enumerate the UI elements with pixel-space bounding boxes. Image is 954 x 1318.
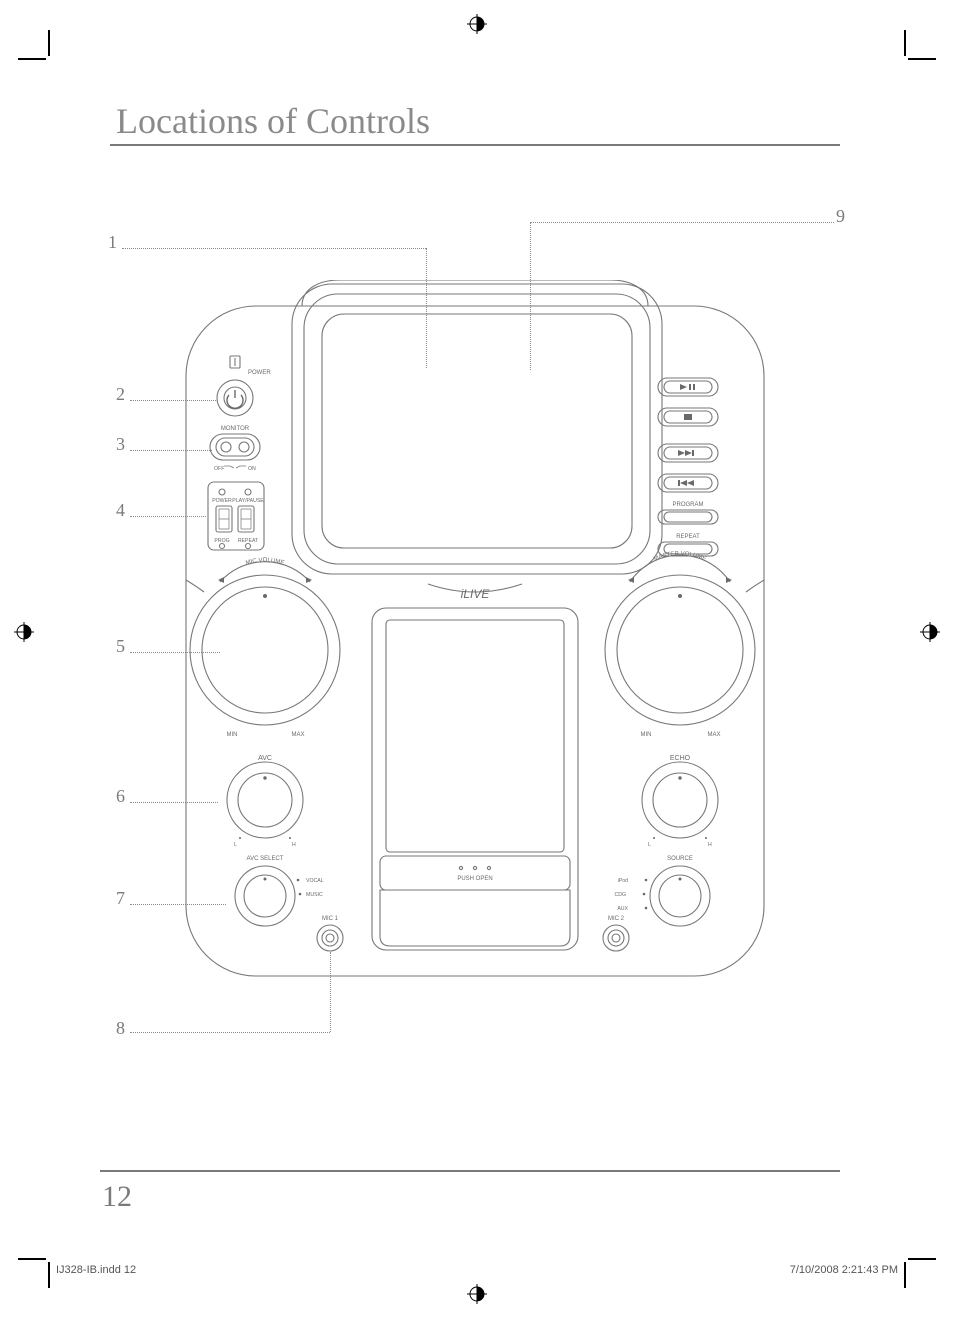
label-l2: L (648, 842, 651, 848)
label-aux: AUX (617, 906, 628, 912)
callout-7: 7 (116, 888, 125, 909)
page-number: 12 (102, 1180, 132, 1214)
registration-mark-icon (467, 1284, 487, 1304)
label-avc: AVC (258, 755, 272, 762)
label-panel-power: POWER (212, 498, 232, 504)
callout-6: 6 (116, 786, 125, 807)
label-on: ON (248, 466, 256, 472)
page-title: Locations of Controls (116, 100, 430, 142)
stop-icon (684, 414, 692, 420)
label-music: MUSIC (306, 892, 323, 898)
label-h: H (292, 842, 296, 848)
crop-mark (18, 1258, 46, 1260)
device-diagram: POWER MONITOR OFF ON (180, 280, 770, 1000)
callout-3: 3 (116, 434, 125, 455)
label-max: MAX (291, 732, 304, 738)
crop-mark (904, 1262, 906, 1288)
label-vocal: VOCAL (306, 878, 324, 884)
callout-1: 1 (108, 232, 117, 253)
registration-mark-icon (14, 622, 34, 642)
brand-logo: iLIVE (461, 587, 491, 601)
callout-8: 8 (116, 1018, 125, 1039)
label-power: POWER (248, 370, 271, 376)
callout-2: 2 (116, 384, 125, 405)
crop-mark (48, 1262, 50, 1288)
label-mic-volume: MIC VOLUME (245, 558, 285, 567)
footer-timestamp: 7/10/2008 2:21:43 PM (790, 1264, 898, 1276)
label-h2: H (708, 842, 712, 848)
crop-mark (48, 30, 50, 56)
svg-text:MASTER VOLUME: MASTER VOLUME (653, 551, 707, 562)
leader-1 (122, 248, 426, 249)
svg-text:MIC VOLUME: MIC VOLUME (245, 558, 285, 567)
label-mic2: MIC 2 (608, 916, 625, 922)
crop-mark (908, 58, 936, 60)
label-repeat: REPEAT (676, 534, 700, 540)
label-min2: MIN (641, 732, 652, 738)
label-off: OFF (214, 466, 224, 472)
registration-mark-icon (920, 622, 940, 642)
label-program: PROGRAM (672, 502, 703, 508)
crop-mark (908, 1258, 936, 1260)
label-ipod: iPod (618, 878, 628, 884)
play-pause-icon (680, 384, 695, 390)
label-l: L (234, 842, 237, 848)
callout-5: 5 (116, 636, 125, 657)
next-icon (678, 450, 694, 456)
label-source: SOURCE (667, 856, 693, 862)
label-avc-select: AVC SELECT (247, 856, 284, 862)
footer-rule (100, 1170, 840, 1172)
label-mic1: MIC 1 (322, 916, 339, 922)
label-panel-playpause: PLAY/PAUSE (232, 498, 264, 504)
crop-mark (904, 30, 906, 56)
leader-9 (530, 222, 834, 223)
prev-icon (678, 480, 694, 486)
label-cdg: CDG (614, 892, 626, 898)
label-max2: MAX (707, 732, 720, 738)
callout-9: 9 (836, 206, 845, 227)
leader-8 (130, 1032, 330, 1033)
label-monitor: MONITOR (221, 426, 250, 432)
crop-mark (18, 58, 46, 60)
registration-mark-icon (467, 14, 487, 34)
footer-file: IJ328-IB.indd 12 (56, 1264, 136, 1276)
callout-4: 4 (116, 500, 125, 521)
page: Locations of Controls 1 2 3 4 5 6 7 8 9 (0, 0, 954, 1318)
label-master-volume: MASTER VOLUME (653, 551, 707, 562)
label-min: MIN (227, 732, 238, 738)
title-rule (110, 144, 840, 146)
label-echo: ECHO (670, 755, 691, 762)
label-push-open: PUSH OPEN (457, 876, 492, 882)
